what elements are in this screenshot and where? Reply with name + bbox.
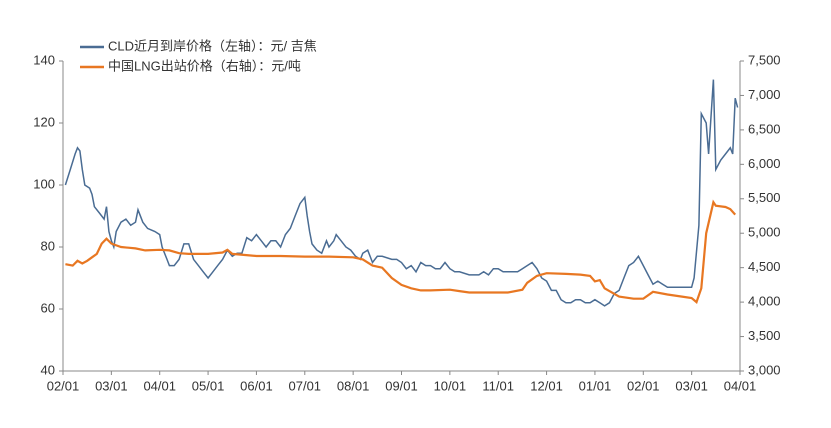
x-tick-label: 08/01 <box>337 378 370 393</box>
series-line <box>64 79 739 307</box>
x-tick-label: 01/01 <box>579 378 612 393</box>
y2-tick-label: 7,500 <box>748 52 781 67</box>
y2-tick-label: 3,000 <box>748 362 781 377</box>
series-line <box>65 199 737 304</box>
y-tick-label: 40 <box>41 362 55 377</box>
x-tick-label: 04/01 <box>724 378 757 393</box>
y-tick-label: 120 <box>33 114 55 129</box>
x-tick-label: 09/01 <box>385 378 418 393</box>
y2-tick-label: 5,000 <box>748 225 781 240</box>
y-tick-label: 60 <box>41 300 55 315</box>
y2-tick-label: 4,500 <box>748 259 781 274</box>
y2-tick-label: 3,500 <box>748 328 781 343</box>
x-tick-label: 12/01 <box>530 378 563 393</box>
x-tick-label: 02/01 <box>47 378 80 393</box>
x-tick-label: 04/01 <box>143 378 176 393</box>
y-tick-label: 80 <box>41 238 55 253</box>
x-tick-label: 02/01 <box>627 378 660 393</box>
y2-tick-label: 6,000 <box>748 156 781 171</box>
legend-label: CLD近月到岸价格（左轴）：元/ 吉焦 <box>108 38 317 53</box>
x-tick-label: 11/01 <box>482 378 514 393</box>
y2-tick-label: 5,500 <box>748 190 781 205</box>
y-tick-label: 140 <box>33 52 55 67</box>
x-tick-label: 05/01 <box>192 378 225 393</box>
x-tick-label: 10/01 <box>434 378 467 393</box>
x-tick-label: 06/01 <box>240 378 273 393</box>
y2-tick-label: 7,000 <box>748 87 781 102</box>
x-tick-label: 03/01 <box>675 378 708 393</box>
y2-tick-label: 6,500 <box>748 121 781 136</box>
y-tick-label: 100 <box>33 176 55 191</box>
legend-label: 中国LNG出站价格（右轴）：元/吨 <box>108 58 301 73</box>
x-tick-label: 07/01 <box>289 378 322 393</box>
x-tick-label: 03/01 <box>95 378 128 393</box>
y2-tick-label: 4,000 <box>748 294 781 309</box>
